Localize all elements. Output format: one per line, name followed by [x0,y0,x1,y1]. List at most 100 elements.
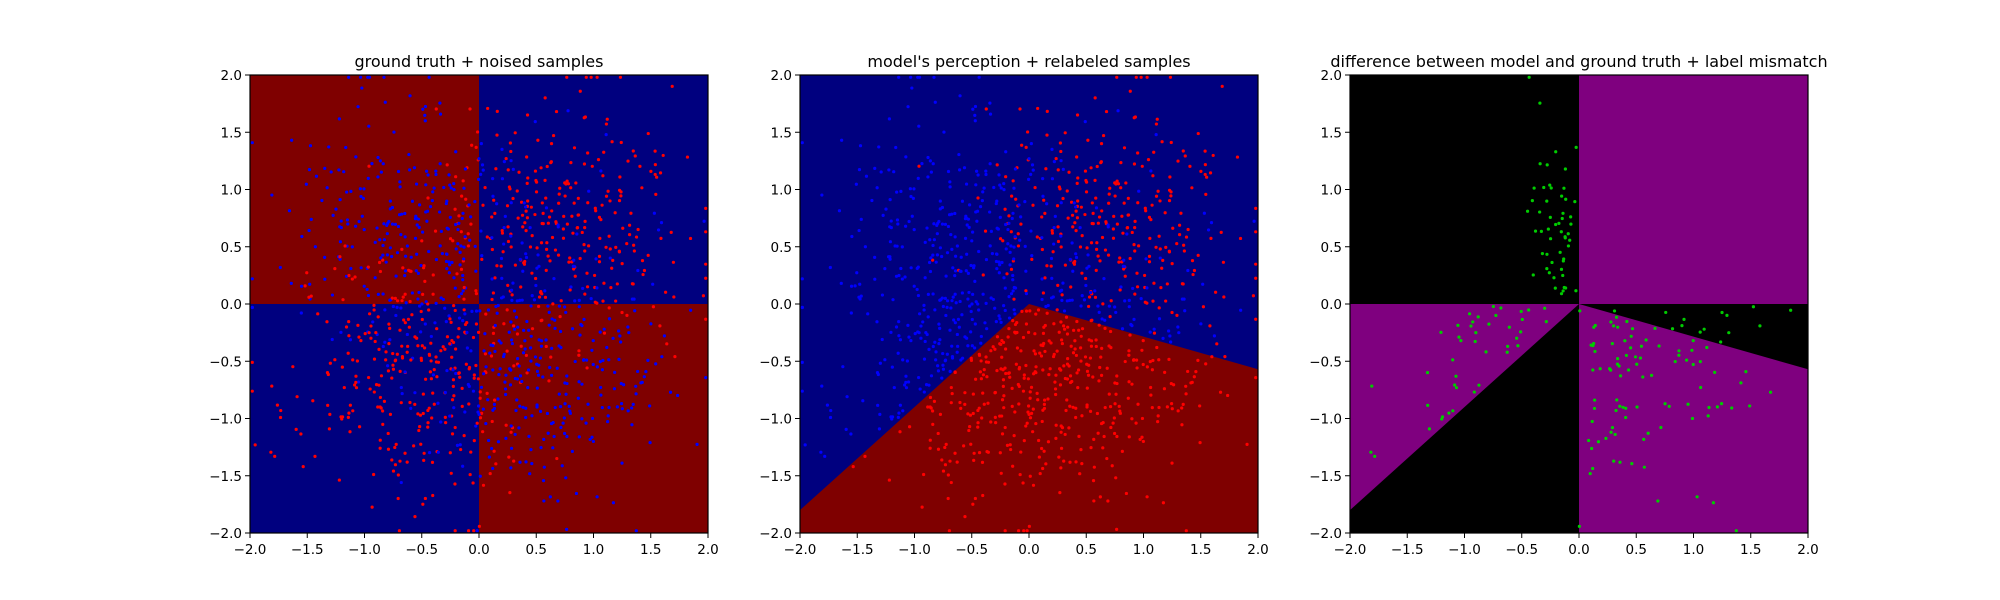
sample-point [611,501,616,505]
sample-point [338,255,342,259]
relabeled-point [829,408,833,413]
relabeled-point [916,375,921,380]
sample-point [553,326,557,330]
sample-point [398,459,402,463]
sample-point [338,257,342,261]
sample-point [444,320,448,324]
relabeled-point [1096,304,1100,308]
sample-point [454,175,458,179]
sample-point [502,242,506,246]
sample-point [380,409,385,413]
relabeled-point [984,107,988,111]
y-tick-label: 1.5 [771,125,792,141]
relabeled-point [1052,226,1056,230]
sample-point [270,193,274,197]
sample-point [333,267,337,271]
sample-point [421,411,425,416]
relabeled-point [1215,342,1219,346]
sample-point [450,355,454,359]
sample-point [416,271,421,275]
relabeled-point [1092,465,1096,469]
relabeled-point [938,199,942,203]
relabeled-point [1177,233,1182,237]
relabeled-point [1088,356,1093,360]
sample-point [460,194,464,198]
sample-point [391,469,396,473]
sample-point [250,277,254,281]
relabeled-point [1076,176,1080,180]
sample-point [493,349,497,354]
sample-point [583,219,587,224]
sample-point [572,264,576,269]
relabeled-point [849,284,854,288]
sample-point [633,154,637,158]
relabeled-point [897,334,901,338]
sample-point [427,75,431,79]
relabeled-point [1041,368,1045,372]
relabeled-point [1043,323,1047,328]
relabeled-point [948,180,952,184]
relabeled-point [1059,234,1063,238]
sample-point [366,293,371,298]
mismatch-point [1613,432,1617,437]
sample-point [561,227,565,231]
sample-point [339,330,343,334]
relabeled-point [888,255,892,259]
y-tick-label: 0.0 [771,297,792,313]
relabeled-point [823,454,827,458]
sample-point [337,478,341,482]
relabeled-point [1089,166,1093,170]
sample-point [515,332,520,336]
relabeled-point [1000,355,1004,359]
sample-point [476,377,480,381]
sample-point [479,229,483,233]
sample-point [438,162,442,166]
relabeled-point [1148,330,1152,334]
sample-point [387,322,391,326]
relabeled-point [1026,404,1031,408]
sample-point [448,451,452,455]
relabeled-point [1098,365,1102,370]
sample-point [591,339,595,343]
relabeled-point [981,292,985,296]
relabeled-point [1140,416,1145,421]
sample-point [424,377,428,381]
relabeled-point [1157,405,1161,410]
sample-point [323,255,327,259]
relabeled-point [995,267,999,271]
relabeled-point [953,321,957,325]
sample-point [423,322,427,326]
relabeled-point [893,244,897,248]
relabeled-point [909,75,913,79]
mismatch-point [1591,368,1595,372]
sample-point [438,101,442,105]
relabeled-point [935,232,939,236]
relabeled-point [977,308,981,312]
sample-point [408,400,412,405]
relabeled-point [1021,335,1026,340]
mismatch-point [1630,327,1635,331]
mismatch-point [1612,309,1617,313]
relabeled-point [999,471,1003,475]
relabeled-point [1052,160,1056,164]
relabeled-point [890,365,894,369]
relabeled-point [1068,374,1073,378]
relabeled-point [982,186,986,190]
sample-point [472,376,476,380]
sample-point [379,256,383,260]
mismatch-point [1473,339,1477,344]
relabeled-point [1149,217,1153,222]
sample-point [469,222,473,226]
sample-point [488,351,492,355]
relabeled-point [1099,355,1103,359]
sample-point [436,401,440,405]
sample-point [403,292,407,296]
sample-point [442,185,446,190]
sample-point [548,259,552,263]
sample-point [378,395,383,400]
relabeled-point [1150,406,1154,410]
relabeled-point [962,166,967,170]
mismatch-point [1682,317,1686,321]
sample-point [526,386,530,390]
relabeled-point [1114,476,1118,480]
